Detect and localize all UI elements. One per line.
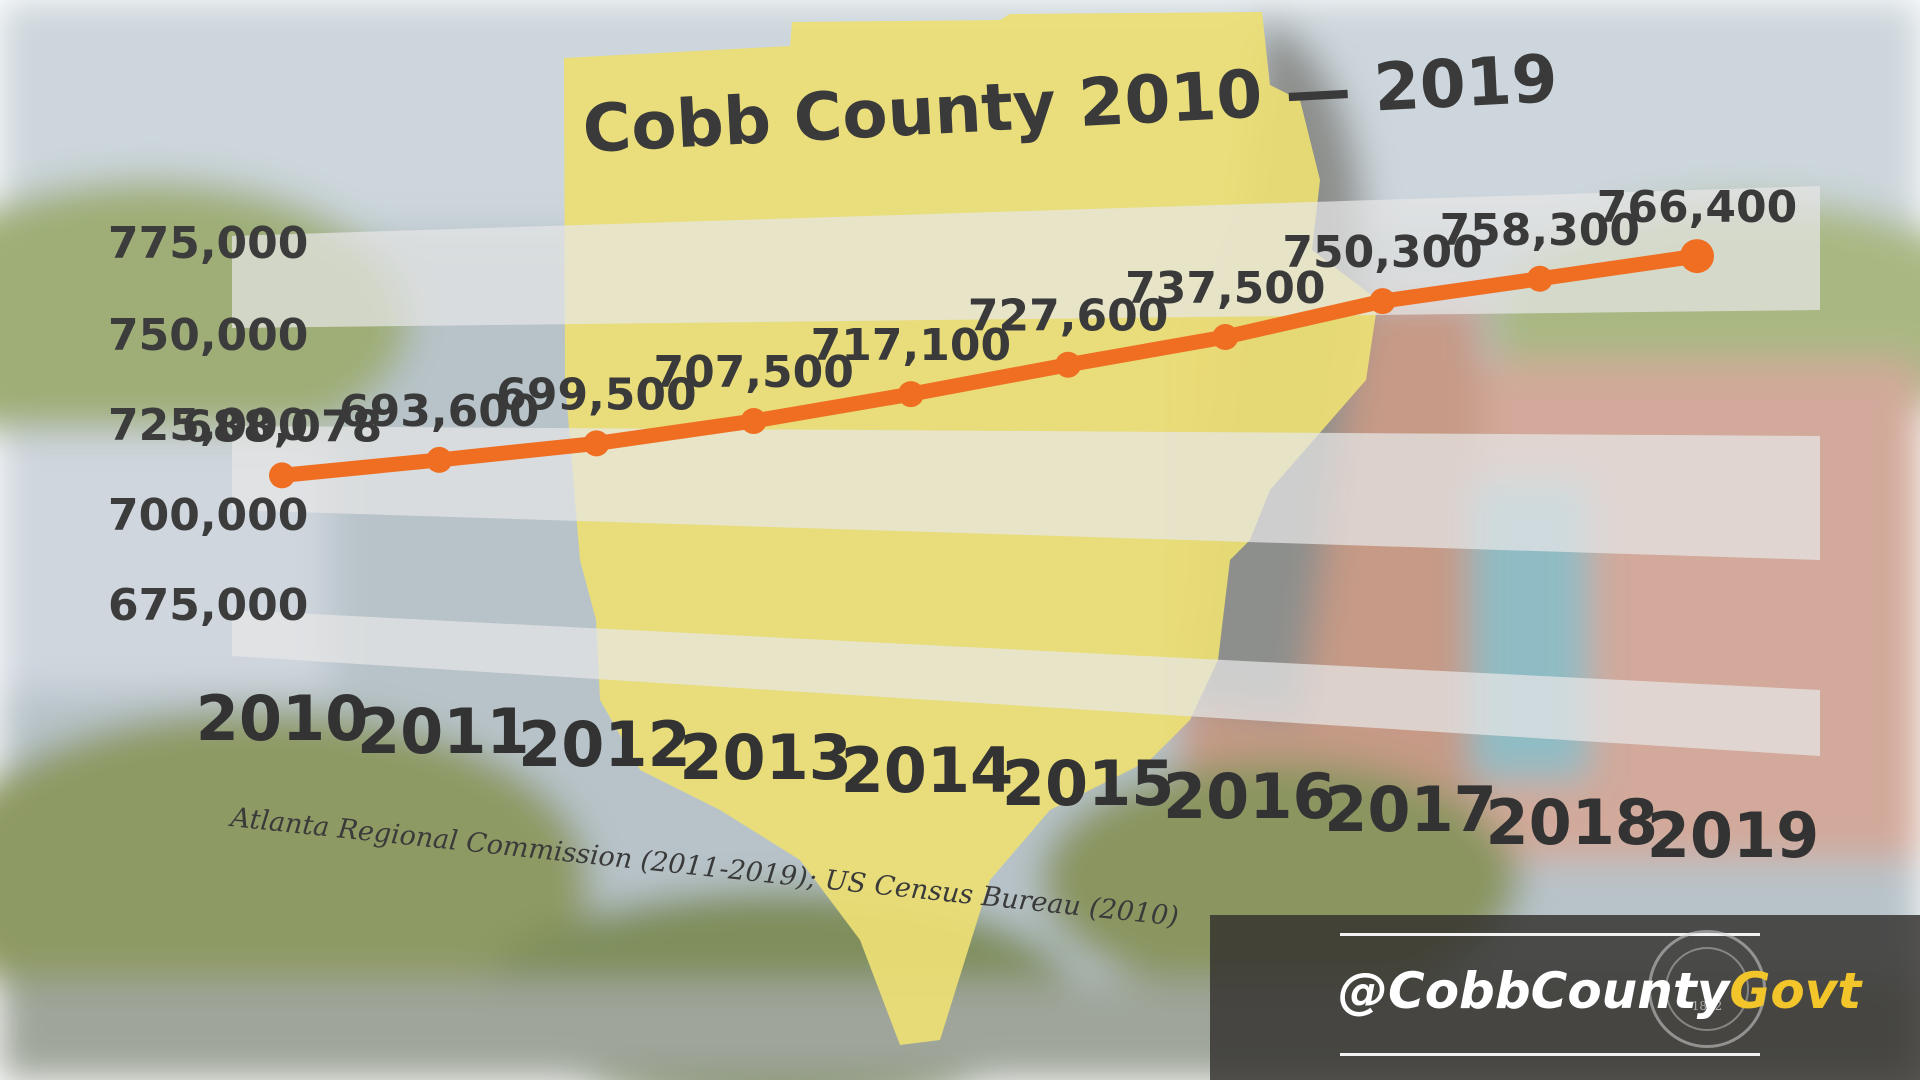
- data-label: 707,500: [653, 347, 853, 398]
- x-tick-label: 2015: [1002, 747, 1175, 820]
- data-point: [269, 462, 295, 489]
- series-line: [274, 248, 1705, 483]
- handle-rule-bottom: [1340, 1053, 1760, 1056]
- y-tick-label: 725,000: [108, 400, 308, 451]
- band-bottom: [232, 610, 1820, 756]
- data-point: [740, 408, 767, 434]
- band-middle: [232, 426, 1820, 560]
- data-point: [1526, 265, 1553, 292]
- x-tick-label: 2018: [1485, 786, 1658, 859]
- data-label: 727,600: [968, 291, 1168, 342]
- data-label: 688,078: [182, 401, 382, 452]
- data-point: [1369, 288, 1396, 315]
- data-point: [1680, 239, 1714, 274]
- series-layer: 688,078693,600699,500707,500717,100727,6…: [182, 182, 1797, 489]
- data-label: 699,500: [496, 369, 696, 420]
- county-seal-icon: 1832: [1648, 930, 1766, 1048]
- seal-year: 1832: [1691, 999, 1723, 1013]
- data-label: 766,400: [1597, 182, 1797, 233]
- y-tick-label: 675,000: [108, 580, 308, 631]
- data-label: 758,300: [1440, 205, 1640, 256]
- data-label: 717,100: [811, 320, 1011, 371]
- data-point: [897, 381, 924, 408]
- data-label: 737,500: [1125, 263, 1325, 314]
- x-tick-label: 2013: [679, 721, 852, 794]
- x-tick-label: 2019: [1647, 799, 1820, 872]
- data-point: [1055, 351, 1082, 378]
- data-point: [583, 430, 610, 457]
- handle-prefix: @CobbCounty: [1338, 962, 1730, 1020]
- data-point: [426, 446, 453, 473]
- x-tick-label: 2016: [1163, 760, 1336, 833]
- data-label: 750,300: [1282, 227, 1482, 278]
- y-tick-label: 750,000: [108, 310, 308, 361]
- x-tick-label: 2017: [1324, 773, 1497, 846]
- x-tick-label: 2011: [357, 695, 530, 768]
- x-tick-label: 2014: [841, 734, 1014, 807]
- handle-banner: [1210, 915, 1920, 1080]
- y-tick-label: 775,000: [108, 218, 308, 269]
- social-handle[interactable]: @CobbCountyGovt: [1338, 962, 1861, 1020]
- y-tick-label: 700,000: [108, 490, 308, 541]
- handle-rule-top: [1340, 933, 1760, 936]
- seal-inner-ring: [1665, 947, 1749, 1031]
- y-axis: 775,000 750,000 725,000 700,000 675,000: [108, 218, 308, 631]
- x-tick-label: 2010: [196, 682, 369, 755]
- handle-accent: Govt: [1729, 962, 1862, 1020]
- data-point: [1212, 324, 1239, 350]
- data-label: 693,600: [339, 386, 539, 437]
- x-tick-label: 2012: [518, 708, 691, 781]
